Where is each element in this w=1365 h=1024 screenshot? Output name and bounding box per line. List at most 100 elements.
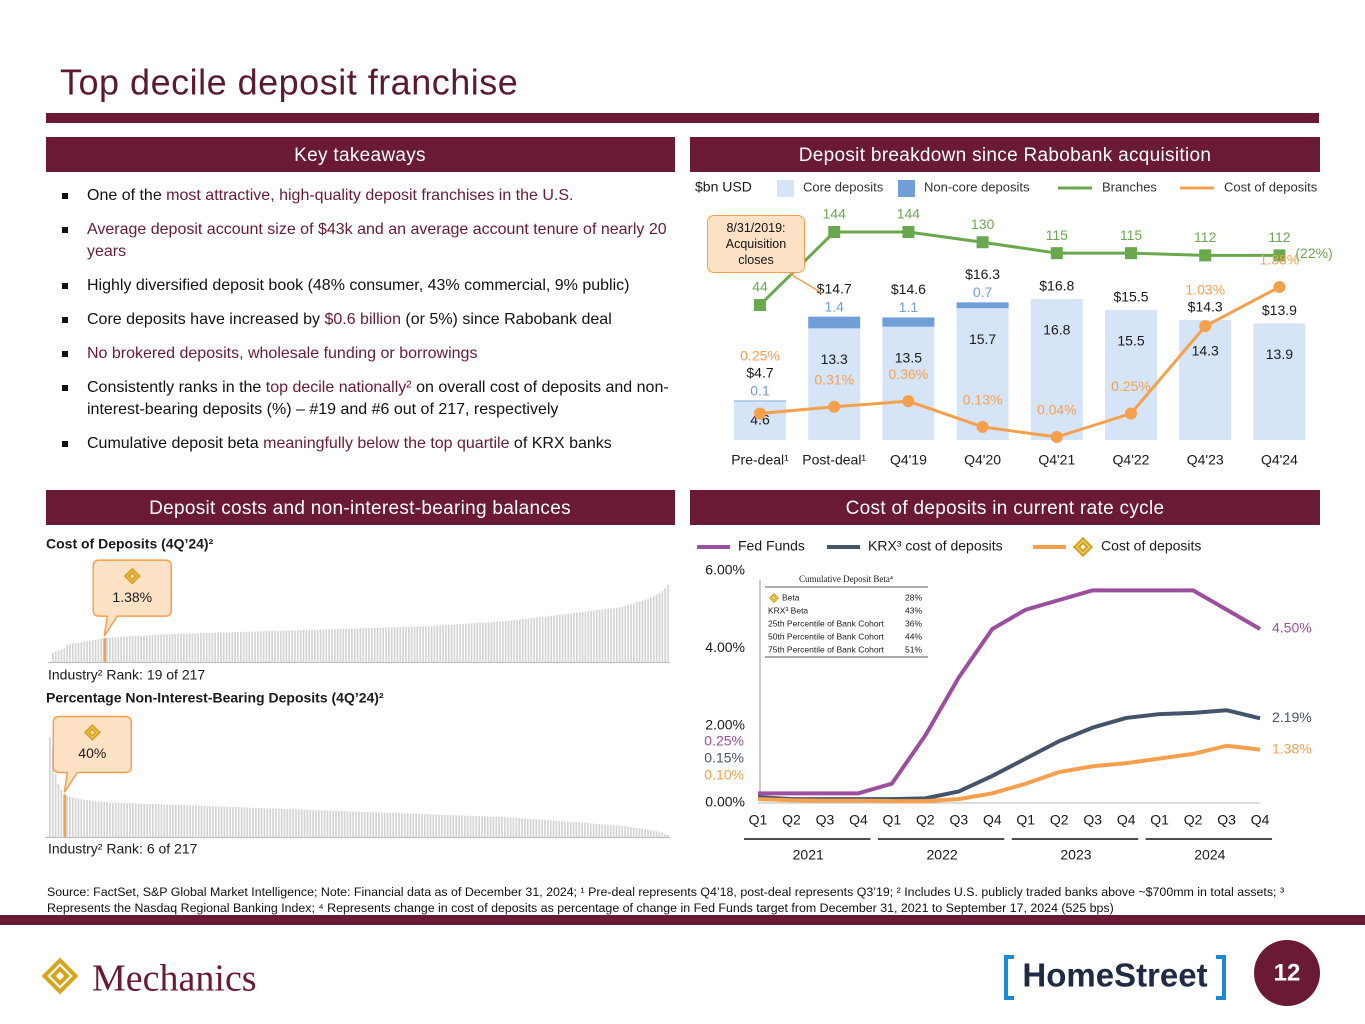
bar — [561, 821, 563, 837]
bar — [351, 628, 353, 662]
callout — [52, 715, 133, 793]
bar — [558, 821, 561, 837]
bar — [89, 800, 91, 837]
bar — [501, 621, 504, 662]
bar — [524, 618, 527, 662]
marker — [1050, 247, 1063, 260]
takeaway: Highly diversified deposit book (48% con… — [62, 275, 674, 297]
point-label: 115 — [1120, 227, 1143, 243]
bar — [512, 817, 515, 837]
bar — [484, 622, 487, 662]
bar — [286, 809, 289, 837]
bar — [390, 627, 393, 662]
x-tick-label: Q1 — [1016, 812, 1035, 828]
page-number: 12 — [1274, 959, 1301, 986]
legend-label: Branches — [1102, 179, 1157, 194]
bar — [624, 605, 627, 662]
bar — [607, 608, 610, 662]
bar — [223, 806, 226, 837]
bar — [86, 641, 88, 662]
bar-label: 13.5 — [895, 349, 922, 365]
bar — [604, 824, 606, 837]
bar — [315, 810, 317, 837]
bar — [956, 308, 1009, 440]
x-tick-label: Q4 — [983, 812, 1002, 828]
bar-label: 14.3 — [1192, 343, 1219, 359]
bar — [612, 825, 615, 837]
bar — [419, 626, 422, 662]
x-tick-label: Q4'19 — [890, 452, 927, 468]
bar — [359, 628, 362, 662]
bar — [661, 832, 664, 837]
takeaway-text: (or 5%) since Rabobank deal — [400, 311, 612, 328]
bar — [389, 812, 392, 837]
bar — [128, 636, 131, 662]
bar — [338, 810, 340, 837]
bar — [575, 822, 578, 837]
bar — [66, 644, 68, 662]
bar — [533, 617, 536, 662]
x-tick-label: Q4 — [1251, 812, 1270, 828]
bar — [279, 630, 282, 662]
bar — [262, 631, 265, 662]
bar — [410, 626, 413, 662]
bar — [618, 607, 621, 662]
bar — [632, 603, 635, 662]
bar — [413, 626, 416, 662]
bar — [251, 631, 254, 662]
bar — [638, 601, 641, 662]
bar — [667, 585, 669, 662]
inset-cell: 50th Percentile of Bank Cohort — [768, 631, 884, 641]
bar — [268, 631, 271, 662]
bar — [123, 802, 126, 837]
bar — [432, 814, 435, 837]
bar — [532, 819, 535, 837]
bar — [276, 630, 279, 662]
bar — [203, 805, 206, 837]
bar — [495, 816, 498, 837]
x-tick-label: Pre-deal¹ — [731, 452, 789, 468]
icon-part — [1072, 536, 1094, 558]
bar — [398, 813, 400, 837]
bar — [546, 820, 549, 837]
bar — [306, 809, 309, 837]
bar — [504, 621, 507, 662]
bar — [578, 822, 581, 837]
bar — [237, 807, 240, 837]
bar — [97, 639, 100, 662]
icon-part — [83, 723, 101, 741]
bar — [71, 797, 74, 837]
icon-part — [127, 571, 138, 582]
bar — [589, 823, 592, 837]
right-logo: HomeStreet — [1022, 957, 1207, 994]
bar — [94, 801, 97, 837]
group-label: 2021 — [793, 847, 824, 863]
bar — [521, 619, 524, 662]
bar — [299, 630, 302, 662]
total-label: $4.7 — [746, 364, 773, 380]
bar — [97, 801, 100, 837]
bar — [291, 630, 293, 662]
bar — [373, 627, 376, 662]
inset-cell: 44% — [905, 631, 922, 641]
bar — [422, 626, 424, 662]
bar — [323, 810, 326, 837]
bar — [513, 620, 516, 662]
bar — [564, 614, 567, 662]
bar — [339, 628, 342, 662]
takeaway-text: $0.6 billion — [324, 311, 401, 328]
bar — [192, 805, 194, 837]
bar — [194, 633, 197, 662]
bar — [632, 827, 635, 837]
bar — [314, 629, 316, 662]
bar — [257, 631, 259, 662]
bar — [194, 805, 197, 837]
bar — [547, 616, 550, 662]
bar — [123, 636, 125, 662]
bar — [335, 810, 337, 837]
bar — [549, 820, 552, 837]
line — [758, 588, 1262, 796]
bar — [143, 803, 146, 837]
section-title: Key takeaways — [294, 145, 426, 166]
takeaway: Consistently ranks in the top decile nat… — [62, 377, 674, 421]
